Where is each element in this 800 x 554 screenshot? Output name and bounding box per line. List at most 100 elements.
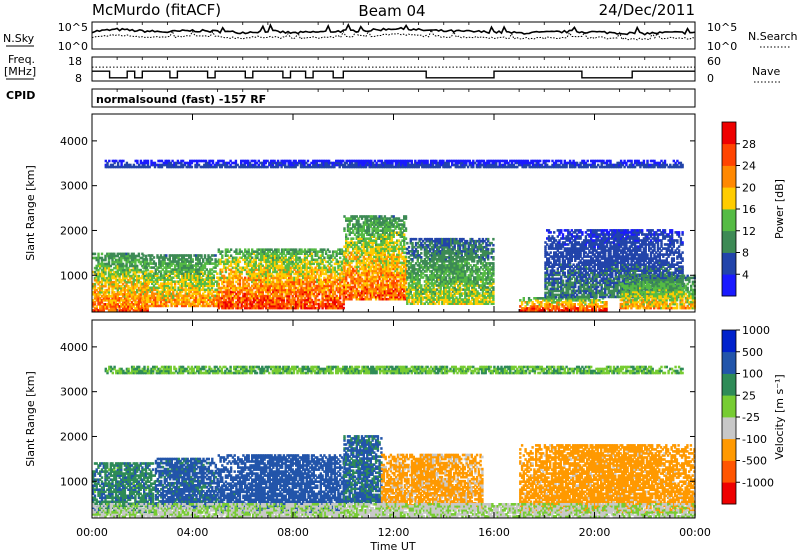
echo-cell bbox=[317, 262, 321, 266]
echo-cell bbox=[416, 258, 419, 261]
echo-cell bbox=[179, 272, 182, 275]
echo-cell bbox=[392, 273, 395, 277]
echo-cell bbox=[224, 298, 228, 302]
echo-cell bbox=[272, 290, 275, 294]
echo-cell bbox=[385, 257, 388, 261]
echo-cell bbox=[233, 288, 236, 292]
echo-cell bbox=[221, 290, 224, 294]
echo-cell bbox=[217, 284, 220, 288]
echo-cell bbox=[200, 270, 203, 273]
echo-cell bbox=[295, 286, 298, 290]
echo-cell bbox=[209, 282, 212, 285]
echo-cell bbox=[106, 303, 109, 306]
echo-cell bbox=[371, 243, 374, 247]
echo-cell bbox=[217, 278, 220, 282]
echo-cell bbox=[265, 284, 268, 288]
echo-cell bbox=[159, 296, 163, 300]
echo-cell bbox=[222, 296, 226, 300]
echo-cell bbox=[436, 272, 439, 275]
echo-cell bbox=[425, 260, 428, 263]
echo-cell bbox=[256, 256, 259, 260]
echo-cell bbox=[175, 292, 179, 296]
echo-cell bbox=[319, 258, 322, 262]
echo-cell bbox=[216, 276, 219, 279]
echo-cell bbox=[116, 288, 119, 292]
echo-cell bbox=[244, 248, 247, 251]
echo-cell bbox=[414, 298, 418, 301]
echo-cell bbox=[357, 257, 360, 261]
echo-cell bbox=[210, 280, 214, 283]
echo-cell bbox=[226, 260, 229, 264]
echo-cell bbox=[224, 250, 228, 253]
echo-cell bbox=[226, 296, 229, 300]
echo-cell bbox=[441, 262, 444, 265]
echo-cell bbox=[317, 284, 321, 288]
echo-cell bbox=[362, 261, 365, 265]
echo-cell bbox=[226, 300, 229, 304]
echo-cell bbox=[179, 286, 182, 290]
echo-cell bbox=[168, 292, 171, 296]
echo-cell bbox=[256, 300, 259, 304]
echo-cell bbox=[437, 300, 441, 303]
echo-cell bbox=[296, 300, 300, 304]
echo-cell bbox=[376, 281, 380, 285]
echo-cell bbox=[321, 284, 324, 288]
echo-cell bbox=[390, 253, 394, 257]
echo-cell bbox=[439, 252, 442, 255]
echo-cell bbox=[179, 270, 182, 273]
echo-cell bbox=[106, 305, 109, 308]
echo-cell bbox=[100, 286, 104, 290]
echo-cell bbox=[233, 276, 236, 280]
echo-cell bbox=[430, 276, 434, 279]
echo-cell bbox=[100, 256, 104, 260]
echo-cell bbox=[369, 261, 372, 265]
echo-cell bbox=[116, 290, 119, 294]
echo-cell bbox=[147, 280, 150, 283]
echo-cell bbox=[265, 300, 268, 304]
echo-cell bbox=[214, 280, 217, 283]
echo-cell bbox=[259, 266, 263, 270]
echo-cell bbox=[436, 260, 439, 263]
echo-cell bbox=[446, 252, 449, 255]
echo-cell bbox=[367, 255, 371, 259]
echo-cell bbox=[392, 253, 395, 257]
echo-cell bbox=[376, 263, 380, 267]
echo-cell bbox=[121, 252, 125, 256]
echo-cell bbox=[247, 268, 250, 272]
echo-cell bbox=[291, 252, 294, 255]
echo-cell bbox=[357, 269, 360, 273]
echo-cell bbox=[288, 278, 291, 282]
echo-cell bbox=[309, 254, 312, 257]
echo-cell bbox=[305, 262, 308, 266]
echo-cell bbox=[378, 283, 381, 287]
echo-cell bbox=[149, 296, 152, 300]
echo-cell bbox=[293, 304, 296, 308]
echo-cell bbox=[154, 280, 157, 283]
echo-cell bbox=[321, 250, 324, 253]
echo-cell bbox=[385, 267, 388, 271]
echo-cell bbox=[434, 280, 437, 283]
echo-cell bbox=[383, 297, 387, 301]
echo-cell bbox=[111, 309, 114, 312]
echo-cell bbox=[158, 270, 161, 273]
echo-cell bbox=[335, 270, 338, 274]
echo-cell bbox=[446, 280, 449, 283]
echo-cell bbox=[434, 290, 437, 293]
echo-cell bbox=[366, 265, 369, 269]
echo-cell bbox=[346, 243, 350, 247]
echo-cell bbox=[106, 288, 109, 292]
echo-cell bbox=[300, 304, 303, 308]
echo-cell bbox=[268, 288, 271, 292]
echo-cell bbox=[193, 254, 196, 257]
echo-cell bbox=[245, 294, 249, 298]
echo-cell bbox=[434, 262, 437, 265]
echo-cell bbox=[364, 295, 367, 299]
echo-cell bbox=[93, 307, 97, 310]
echo-cell bbox=[401, 287, 404, 291]
echo-cell bbox=[113, 282, 116, 286]
echo-cell bbox=[443, 276, 446, 279]
echo-cell bbox=[418, 245, 421, 249]
echo-cell bbox=[177, 288, 180, 292]
echo-cell bbox=[93, 303, 97, 306]
echo-cell bbox=[337, 260, 340, 264]
